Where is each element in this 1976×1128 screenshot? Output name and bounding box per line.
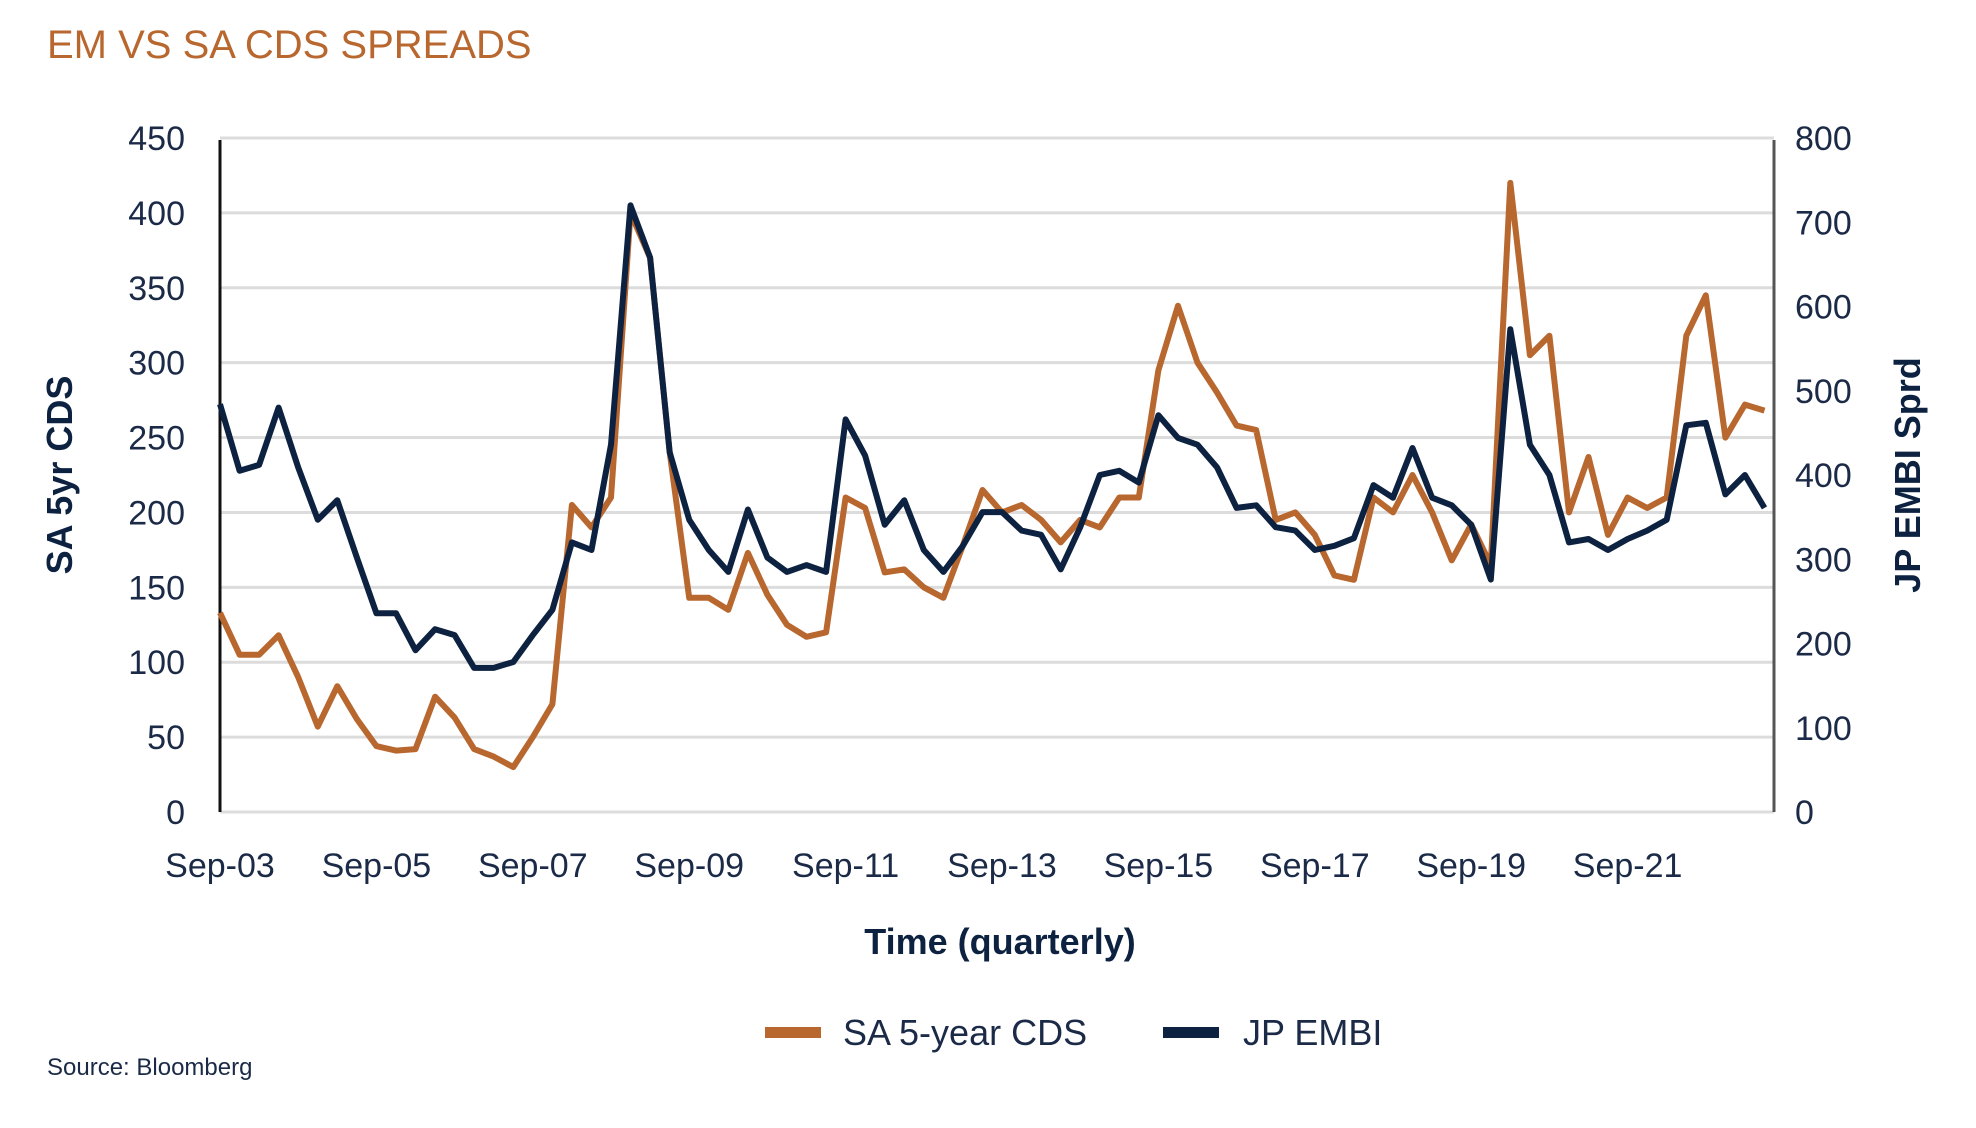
x-ticks: Sep-03 Sep-05 Sep-07 Sep-09 Sep-11 Sep-13 Sep-…: [165, 847, 1682, 885]
left-y-tick-label: 300: [128, 345, 185, 383]
x-tick-label: Sep-05: [322, 847, 432, 885]
x-tick-label: Sep-03: [165, 847, 275, 885]
series-line-sa-cds: [217, 179, 1766, 771]
left-y-tick-label: 450: [128, 120, 185, 158]
right-y-ticks: 0 100 200 300 400 500 600 700 800: [1795, 120, 1852, 832]
series-line-jp-embi: [217, 202, 1768, 671]
right-y-tick-label: 400: [1795, 457, 1852, 495]
right-y-tick-label: 800: [1795, 120, 1852, 158]
x-tick-label: Sep-21: [1573, 847, 1683, 885]
right-y-tick-label: 300: [1795, 541, 1852, 579]
x-tick-label: Sep-07: [478, 847, 588, 885]
left-y-tick-label: 200: [128, 494, 185, 532]
legend-swatch-sa-cds: [765, 1027, 821, 1038]
left-y-tick-label: 250: [128, 420, 185, 458]
right-y-tick-label: 0: [1795, 794, 1814, 832]
x-tick-label: Sep-19: [1416, 847, 1526, 885]
left-y-tick-label: 400: [128, 195, 185, 233]
right-y-tick-label: 600: [1795, 289, 1852, 327]
left-y-ticks: 0 50 100 150 200 250 300 350 400 450: [128, 120, 185, 832]
chart-title: EM VS SA CDS SPREADS: [47, 23, 532, 67]
gridlines: [220, 136, 1774, 814]
legend-label-jp-embi: JP EMBI: [1243, 1012, 1382, 1053]
right-y-tick-label: 200: [1795, 626, 1852, 664]
x-tick-label: Sep-17: [1260, 847, 1370, 885]
left-y-tick-label: 100: [128, 644, 185, 682]
legend-swatch-jp-embi: [1163, 1027, 1219, 1038]
x-tick-label: Sep-11: [792, 847, 899, 885]
legend-label-sa-cds: SA 5-year CDS: [843, 1012, 1087, 1053]
left-y-axis-title: SA 5yr CDS: [39, 376, 80, 575]
x-tick-label: Sep-09: [634, 847, 744, 885]
legend: SA 5-year CDS JP EMBI: [765, 1012, 1382, 1053]
right-y-tick-label: 500: [1795, 373, 1852, 411]
left-y-tick-label: 0: [166, 794, 185, 832]
left-y-tick-label: 50: [147, 719, 185, 757]
left-y-tick-label: 150: [128, 569, 185, 607]
series-lines: [217, 179, 1768, 771]
right-y-tick-label: 700: [1795, 204, 1852, 242]
x-tick-label: Sep-15: [1104, 847, 1214, 885]
source-note: Source: Bloomberg: [47, 1054, 252, 1081]
left-y-tick-label: 350: [128, 270, 185, 308]
x-tick-label: Sep-13: [947, 847, 1057, 885]
right-y-axis-title: JP EMBI Sprd: [1887, 357, 1928, 592]
right-y-tick-label: 100: [1795, 710, 1852, 748]
x-axis-title: Time (quarterly): [864, 921, 1135, 962]
